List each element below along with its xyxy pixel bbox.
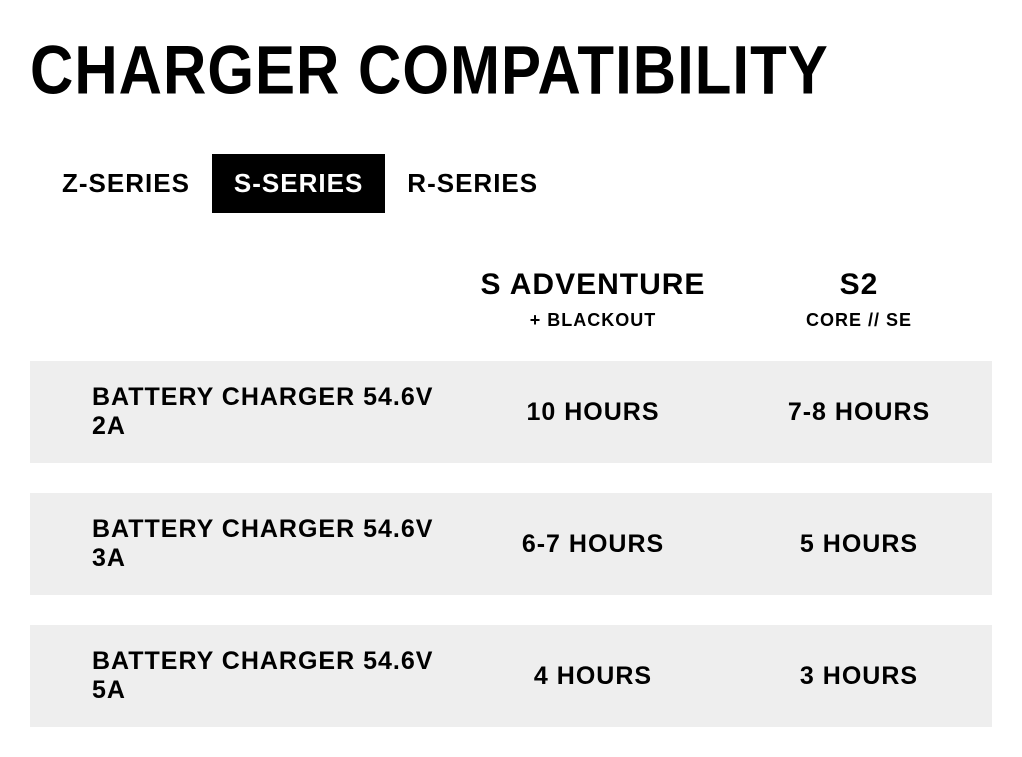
- header-title-2: S2: [726, 268, 992, 302]
- header-subtitle-2: CORE // SE: [726, 310, 992, 331]
- header-title-1: S ADVENTURE: [460, 268, 726, 302]
- row-label: BATTERY CHARGER 54.6V 3A: [30, 515, 460, 573]
- tabs-container: Z-SERIES S-SERIES R-SERIES: [30, 154, 992, 213]
- table-row: BATTERY CHARGER 54.6V 3A 6-7 HOURS 5 HOU…: [30, 493, 992, 595]
- tab-r-series[interactable]: R-SERIES: [385, 154, 560, 213]
- table-body: BATTERY CHARGER 54.6V 2A 10 HOURS 7-8 HO…: [30, 361, 992, 727]
- table-row: BATTERY CHARGER 54.6V 2A 10 HOURS 7-8 HO…: [30, 361, 992, 463]
- page-title: CHARGER COMPATIBILITY: [30, 30, 992, 109]
- header-spacer: [30, 268, 460, 331]
- header-subtitle-1: + BLACKOUT: [460, 310, 726, 331]
- row-cell: 3 HOURS: [726, 662, 992, 691]
- row-cell: 5 HOURS: [726, 530, 992, 559]
- table-row: BATTERY CHARGER 54.6V 5A 4 HOURS 3 HOURS: [30, 625, 992, 727]
- row-cell: 6-7 HOURS: [460, 530, 726, 559]
- row-cell: 7-8 HOURS: [726, 398, 992, 427]
- row-label: BATTERY CHARGER 54.6V 2A: [30, 383, 460, 441]
- tab-s-series[interactable]: S-SERIES: [212, 154, 385, 213]
- tab-z-series[interactable]: Z-SERIES: [40, 154, 212, 213]
- header-col-2: S2 CORE // SE: [726, 268, 992, 331]
- table-header: S ADVENTURE + BLACKOUT S2 CORE // SE: [30, 268, 992, 331]
- row-cell: 4 HOURS: [460, 662, 726, 691]
- row-cell: 10 HOURS: [460, 398, 726, 427]
- header-col-1: S ADVENTURE + BLACKOUT: [460, 268, 726, 331]
- row-label: BATTERY CHARGER 54.6V 5A: [30, 647, 460, 705]
